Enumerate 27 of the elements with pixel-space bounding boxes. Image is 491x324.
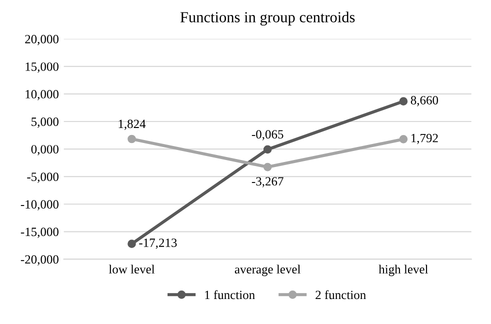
y-tick-label: -20,000 — [20, 255, 58, 266]
x-tick-label: average level — [234, 264, 300, 276]
y-tick-label: 0,000 — [31, 145, 58, 156]
y-tick-label: 10,000 — [26, 90, 58, 100]
data-label: 8,660 — [410, 96, 438, 106]
chart-title: Functions in group centroids — [180, 12, 355, 26]
point — [263, 162, 272, 172]
point — [399, 97, 408, 106]
y-tick-label: 5,000 — [32, 118, 58, 128]
data-label: 1,824 — [118, 120, 146, 130]
y-tick-label: -5,000 — [27, 172, 58, 183]
point — [263, 145, 272, 154]
point — [128, 240, 136, 248]
y-tick-label: 20,000 — [25, 34, 58, 46]
y-tick-label: -10,000 — [20, 200, 58, 210]
point — [399, 135, 408, 144]
x-tick-label: high level — [378, 264, 428, 276]
legend-label: 2 function — [316, 290, 366, 300]
data-label: -3,267 — [252, 177, 284, 188]
data-label: -17,213 — [139, 238, 177, 249]
data-label: -0,065 — [252, 130, 284, 140]
data-label: 1,792 — [411, 134, 438, 144]
point — [128, 134, 136, 144]
legend-label: 1 function — [205, 290, 255, 300]
y-tick-label: -15,000 — [20, 228, 58, 238]
y-tick-label: 15,000 — [26, 62, 58, 73]
x-tick-label: low level — [108, 264, 155, 274]
